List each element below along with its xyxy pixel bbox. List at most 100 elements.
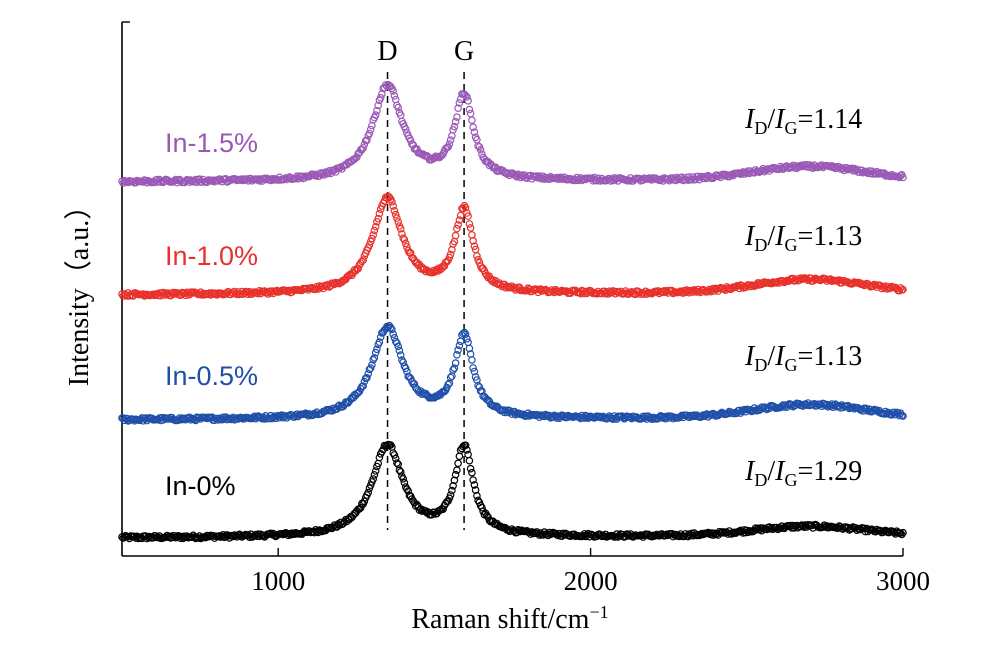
- data-point: [396, 351, 405, 359]
- data-point: [388, 198, 396, 206]
- data-point: [445, 140, 454, 148]
- data-point: [366, 125, 375, 134]
- data-point: [451, 470, 460, 479]
- data-point: [374, 101, 383, 110]
- data-point: [649, 174, 657, 182]
- data-point: [363, 136, 371, 145]
- data-point: [456, 337, 465, 346]
- data-point: [454, 346, 462, 354]
- data-point: [370, 471, 379, 479]
- data-point: [448, 132, 456, 140]
- data-point: [466, 224, 475, 232]
- ratio-labels: ID/IG=1.29 ID/IG=1.13 ID/IG=1.13 ID/IG=1.14: [744, 104, 862, 490]
- axes: [121, 21, 903, 557]
- data-point: [365, 129, 374, 138]
- peak-label-G: G: [454, 36, 474, 67]
- data-point: [399, 358, 408, 367]
- data-point: [448, 372, 456, 380]
- data-point: [470, 481, 479, 489]
- data-point: [899, 173, 907, 182]
- data-point: [453, 350, 461, 359]
- data-point: [375, 338, 384, 346]
- data-point: [450, 364, 459, 373]
- data-point: [363, 373, 371, 382]
- data-point: [461, 441, 470, 450]
- data-point: [468, 231, 476, 239]
- data-point: [469, 364, 477, 372]
- data-point: [364, 488, 373, 497]
- data-point: [440, 387, 449, 396]
- data-point: [388, 325, 396, 334]
- data-point: [468, 356, 476, 364]
- data-point: [386, 323, 395, 332]
- data-point: [465, 456, 474, 465]
- data-point: [371, 111, 380, 119]
- data-point: [371, 348, 380, 357]
- data-point: [368, 121, 376, 130]
- ratio-value: =1.13: [797, 221, 862, 252]
- data-point: [391, 95, 400, 104]
- data-point: [389, 330, 398, 339]
- x-tick-label: 1000: [251, 566, 305, 596]
- data-point: [470, 128, 479, 137]
- x-ticks: 1000 2000 3000: [251, 548, 930, 596]
- data-point: [394, 218, 403, 226]
- data-point: [356, 503, 365, 512]
- ratio-value: =1.13: [797, 341, 862, 372]
- data-point: [401, 239, 410, 248]
- data-point: [466, 109, 475, 118]
- data-point: [751, 524, 760, 533]
- data-point: [454, 104, 462, 113]
- data-point: [899, 285, 907, 294]
- data-point: [394, 103, 403, 112]
- series-label: In-1.0%: [165, 241, 258, 271]
- data-point: [465, 220, 474, 228]
- ratio-label: ID/IG=1.29: [744, 456, 862, 490]
- data-point: [473, 491, 481, 500]
- data-point: [423, 152, 431, 160]
- data-point: [476, 145, 485, 154]
- data-point: [897, 530, 906, 539]
- data-point: [393, 214, 401, 222]
- data-point: [394, 342, 403, 351]
- data-point: [453, 113, 461, 121]
- data-point: [368, 361, 376, 369]
- ratio-value: =1.14: [797, 104, 862, 135]
- data-point: [400, 478, 409, 487]
- data-point: [373, 106, 381, 115]
- data-point: [381, 81, 390, 89]
- data-point: [470, 367, 479, 376]
- x-tick-label: 2000: [564, 566, 618, 596]
- data-point: [370, 226, 379, 235]
- series-In-1.5%: [118, 80, 907, 187]
- x-axis-title: Raman shift/cm−1: [411, 602, 608, 635]
- data-point: [458, 331, 466, 339]
- data-point: [456, 211, 465, 220]
- data-point: [378, 90, 386, 98]
- data-point: [469, 237, 477, 245]
- y-axis-title: Intensity（a.u.）: [63, 192, 95, 386]
- data-point: [393, 459, 401, 467]
- data-point: [446, 136, 455, 144]
- data-point: [413, 145, 421, 153]
- data-point: [359, 382, 368, 390]
- data-point: [366, 481, 375, 490]
- data-point: [435, 264, 444, 272]
- data-point: [169, 288, 178, 297]
- data-point: [369, 475, 378, 483]
- data-point: [371, 467, 380, 475]
- data-point: [403, 485, 411, 494]
- data-point: [454, 459, 462, 468]
- data-point: [479, 153, 487, 162]
- data-point: [448, 486, 456, 495]
- data-point: [390, 92, 399, 100]
- data-point: [463, 93, 471, 101]
- data-point: [463, 446, 471, 454]
- data-point: [360, 497, 369, 506]
- data-point: [470, 242, 479, 251]
- data-point: [455, 216, 464, 224]
- data-point: [455, 452, 464, 461]
- data-point: [469, 123, 477, 132]
